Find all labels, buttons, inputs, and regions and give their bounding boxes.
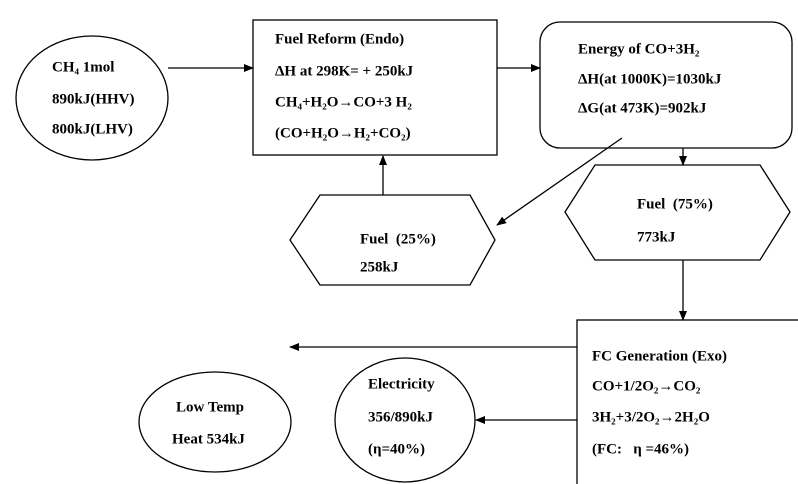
node-text: Low Temp bbox=[176, 399, 244, 415]
node-text: ΔH at 298K= + 250kJ bbox=[275, 63, 414, 79]
node-text: Fuel (75%) bbox=[637, 196, 713, 212]
node-text: (η=40%) bbox=[368, 441, 425, 457]
node-text: 356/890kJ bbox=[368, 409, 434, 425]
node-text: ΔG(at 473K)=902kJ bbox=[578, 100, 707, 116]
node-text: 890kJ(HHV) bbox=[52, 91, 135, 107]
node-text: CO+1/2O₂→CO₂ bbox=[592, 378, 701, 394]
ellipse bbox=[138, 371, 292, 473]
node-text: CH₄+H₂O→CO+3 H₂ bbox=[275, 94, 412, 110]
node-text: CH₄ 1mol bbox=[52, 59, 114, 75]
node-text: 800kJ(LHV) bbox=[52, 121, 133, 137]
box bbox=[252, 19, 498, 156]
hexagon bbox=[564, 164, 791, 261]
node-text: (FC: η =46%) bbox=[592, 441, 689, 457]
node-text: ΔH(at 1000K)=1030kJ bbox=[578, 71, 722, 87]
node-text: 3H₂+3/2O₂→2H₂O bbox=[592, 409, 710, 425]
ellipse bbox=[15, 35, 169, 161]
box bbox=[576, 319, 798, 484]
node-text: 773kJ bbox=[637, 229, 676, 245]
node-text: Fuel Reform (Endo) bbox=[275, 31, 404, 47]
node-text: Heat 534kJ bbox=[172, 431, 245, 447]
node-text: Fuel (25%) bbox=[360, 231, 436, 247]
rounded-box bbox=[539, 21, 793, 149]
node-text: Electricity bbox=[368, 376, 435, 392]
hexagon bbox=[289, 194, 496, 286]
node-text: (CO+H₂O→H₂+CO₂) bbox=[275, 125, 411, 141]
node-text: FC Generation (Exo) bbox=[592, 348, 727, 364]
node-text: 258kJ bbox=[360, 259, 399, 275]
node-text: Energy of CO+3H₂ bbox=[578, 41, 700, 57]
arrow bbox=[496, 137, 623, 226]
